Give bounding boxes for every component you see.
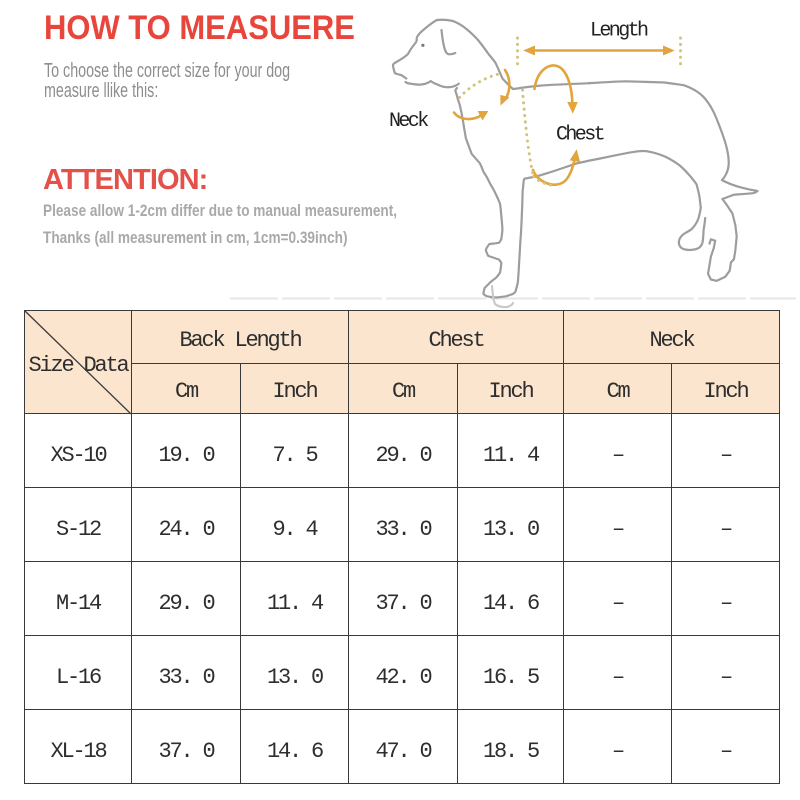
svg-text:Chest: Chest bbox=[556, 124, 604, 147]
svg-text:Length: Length bbox=[590, 20, 648, 43]
svg-text:Neck: Neck bbox=[389, 110, 428, 133]
